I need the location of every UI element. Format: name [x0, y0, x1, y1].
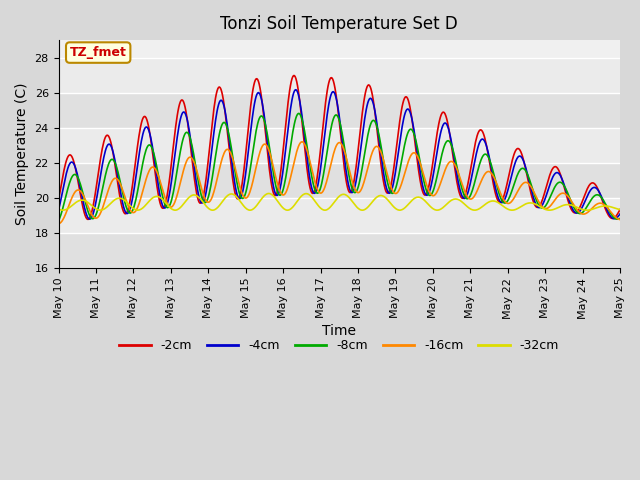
-16cm	[123, 199, 131, 204]
-2cm	[124, 209, 131, 215]
Bar	[58, 198, 620, 233]
-16cm	[425, 188, 433, 193]
-8cm	[65, 183, 72, 189]
Line: -4cm: -4cm	[58, 90, 620, 219]
-4cm	[86, 216, 93, 222]
-4cm	[426, 189, 433, 194]
-4cm	[210, 130, 218, 135]
Bar	[58, 58, 620, 93]
-2cm	[291, 72, 298, 78]
Line: -2cm: -2cm	[58, 75, 620, 219]
-16cm	[616, 217, 624, 223]
-4cm	[54, 207, 62, 213]
-16cm	[180, 168, 188, 173]
-8cm	[295, 110, 303, 116]
Legend: -2cm, -4cm, -8cm, -16cm, -32cm: -2cm, -4cm, -8cm, -16cm, -32cm	[115, 335, 564, 358]
-8cm	[123, 205, 131, 211]
-16cm	[209, 192, 217, 197]
-32cm	[180, 201, 188, 207]
Y-axis label: Soil Temperature (C): Soil Temperature (C)	[15, 83, 29, 225]
X-axis label: Time: Time	[323, 324, 356, 338]
-2cm	[84, 216, 92, 222]
-8cm	[54, 218, 62, 224]
-8cm	[616, 216, 624, 221]
-4cm	[616, 211, 624, 217]
-4cm	[124, 211, 131, 216]
-2cm	[54, 197, 62, 203]
-2cm	[426, 180, 433, 186]
Bar	[58, 163, 620, 198]
-2cm	[180, 101, 188, 107]
-4cm	[65, 163, 72, 169]
Bar	[58, 233, 620, 268]
-4cm	[292, 87, 300, 93]
-8cm	[408, 127, 416, 133]
-32cm	[123, 199, 131, 205]
-32cm	[209, 207, 217, 213]
-32cm	[265, 191, 273, 196]
-4cm	[180, 109, 188, 115]
-32cm	[409, 196, 417, 202]
-8cm	[180, 135, 188, 141]
Bar	[58, 93, 620, 128]
-8cm	[209, 169, 217, 175]
-32cm	[358, 207, 366, 213]
Line: -8cm: -8cm	[58, 113, 620, 221]
-16cm	[408, 151, 416, 156]
-2cm	[616, 206, 624, 212]
-16cm	[54, 221, 62, 227]
-32cm	[426, 203, 433, 208]
-2cm	[409, 124, 417, 130]
Line: -32cm: -32cm	[58, 193, 620, 210]
Bar	[58, 128, 620, 163]
-16cm	[65, 203, 72, 209]
-32cm	[65, 205, 72, 211]
-2cm	[210, 106, 218, 111]
-2cm	[65, 153, 72, 158]
Line: -16cm: -16cm	[58, 142, 620, 224]
-32cm	[54, 206, 62, 212]
Title: Tonzi Soil Temperature Set D: Tonzi Soil Temperature Set D	[220, 15, 458, 33]
-32cm	[616, 207, 624, 213]
-16cm	[298, 139, 306, 144]
-8cm	[425, 192, 433, 198]
-4cm	[409, 122, 417, 128]
Text: TZ_fmet: TZ_fmet	[70, 46, 127, 59]
